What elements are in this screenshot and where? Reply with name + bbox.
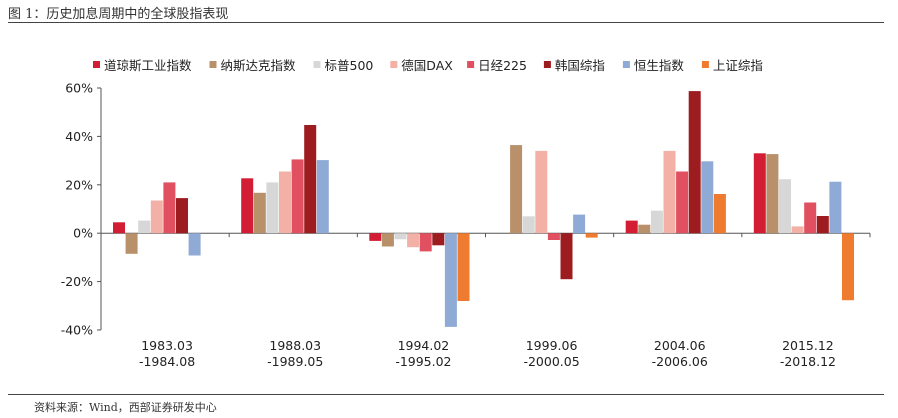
bar-4-5: [663, 150, 676, 234]
legend-label: 标普500: [325, 58, 374, 73]
bar-6-3: [432, 233, 445, 246]
x-tick-label: 1994.02: [398, 338, 450, 353]
bar-2-1: [125, 233, 138, 254]
bars-layer: [113, 91, 854, 327]
bar-1-1: [113, 222, 125, 234]
bar-3-1: [138, 220, 151, 234]
legend-label: 恒生指数: [634, 58, 685, 73]
bar-6-5: [688, 91, 701, 234]
x-tick-label: -1995.02: [395, 354, 451, 369]
bar-4-3: [407, 233, 420, 248]
bar-2-4: [510, 145, 523, 234]
y-tick-label: 0%: [73, 226, 93, 241]
legend-swatch: [543, 61, 551, 68]
figure-title: 图 1：历史加息周期中的全球股指表现: [8, 7, 229, 22]
bar-5-6: [804, 202, 817, 234]
bar-1-6: [753, 153, 766, 234]
bar-4-6: [791, 226, 804, 234]
legend-swatch: [390, 61, 398, 68]
legend-swatch: [93, 61, 100, 68]
bar-8-3: [457, 233, 470, 301]
x-tick-label: -1984.08: [139, 354, 195, 369]
y-tick-label: -20%: [61, 274, 93, 289]
bar-7-4: [573, 214, 586, 234]
x-tick-label: -2000.05: [523, 354, 579, 369]
bar-2-3: [381, 233, 394, 247]
x-tick-label: -2006.06: [652, 354, 708, 369]
legend-swatch: [701, 61, 709, 68]
x-tick-label: 2004.06: [654, 338, 706, 353]
legend-label: 日经225: [478, 58, 527, 73]
x-tick-label: 2015.12: [782, 338, 834, 353]
bar-8-4: [585, 233, 598, 238]
y-tick-label: 20%: [65, 177, 93, 192]
chart-legend: 道琼斯工业指数 纳斯达克指数 标普500 德国DAX 日经225 韩国综指 恒生指数 上证综指: [93, 58, 763, 73]
bar-8-5: [713, 194, 726, 234]
bar-7-1: [188, 233, 201, 256]
bar-5-2: [291, 159, 304, 234]
y-axis: 60% 40% 20% 0% -20% -40%: [61, 81, 871, 338]
legend-swatch: [313, 61, 321, 68]
bar-3-3: [394, 233, 407, 240]
x-tick-label: 1999.06: [526, 338, 578, 353]
bar-6-4: [560, 233, 573, 280]
bar-1-2: [241, 178, 254, 234]
bar-5-5: [676, 171, 689, 234]
bar-7-3: [444, 233, 457, 327]
x-tick-label: 1988.03: [269, 338, 321, 353]
legend-swatch: [467, 61, 475, 68]
bar-7-5: [701, 161, 714, 234]
y-tick-label: -40%: [61, 323, 93, 338]
legend-label: 德国DAX: [401, 58, 453, 73]
bar-6-6: [816, 216, 829, 234]
x-tick-label: 1983.03: [141, 338, 193, 353]
bar-6-2: [304, 125, 317, 234]
bottom-rule: [8, 394, 884, 395]
legend-label: 道琼斯工业指数: [104, 58, 192, 73]
y-tick-label: 60%: [65, 81, 93, 96]
bar-3-5: [650, 210, 663, 234]
bar-7-6: [829, 181, 842, 234]
x-tick-label: -2018.12: [780, 354, 836, 369]
bar-2-6: [766, 154, 779, 234]
legend-swatch: [622, 61, 630, 68]
bar-2-2: [253, 192, 266, 234]
source-note: 资料来源：Wind，西部证券研发中心: [34, 401, 217, 414]
bar-8-6: [842, 233, 854, 301]
legend-swatch: [209, 61, 217, 68]
bar-3-2: [266, 182, 279, 234]
bar-1-3: [369, 233, 382, 241]
x-axis-labels: 1983.03-1984.08 1988.03-1989.05 1994.02-19…: [139, 338, 836, 369]
legend-label: 纳斯达克指数: [221, 58, 297, 73]
bar-4-2: [279, 171, 291, 234]
top-rule: [8, 22, 884, 23]
bar-6-1: [176, 198, 188, 234]
legend-label: 韩国综指: [555, 58, 605, 73]
legend-label: 上证综指: [713, 58, 763, 73]
bar-3-6: [779, 179, 791, 234]
bar-7-2: [316, 160, 329, 234]
y-tick-label: 40%: [65, 129, 93, 144]
bar-5-1: [163, 182, 176, 234]
bar-1-5: [625, 220, 638, 234]
bar-5-4: [547, 233, 560, 240]
bar-3-4: [522, 216, 535, 234]
bar-4-1: [150, 200, 163, 234]
bar-4-4: [535, 150, 548, 234]
bar-2-5: [638, 224, 651, 234]
bar-5-3: [419, 233, 432, 252]
x-tick-label: -1989.05: [267, 354, 323, 369]
